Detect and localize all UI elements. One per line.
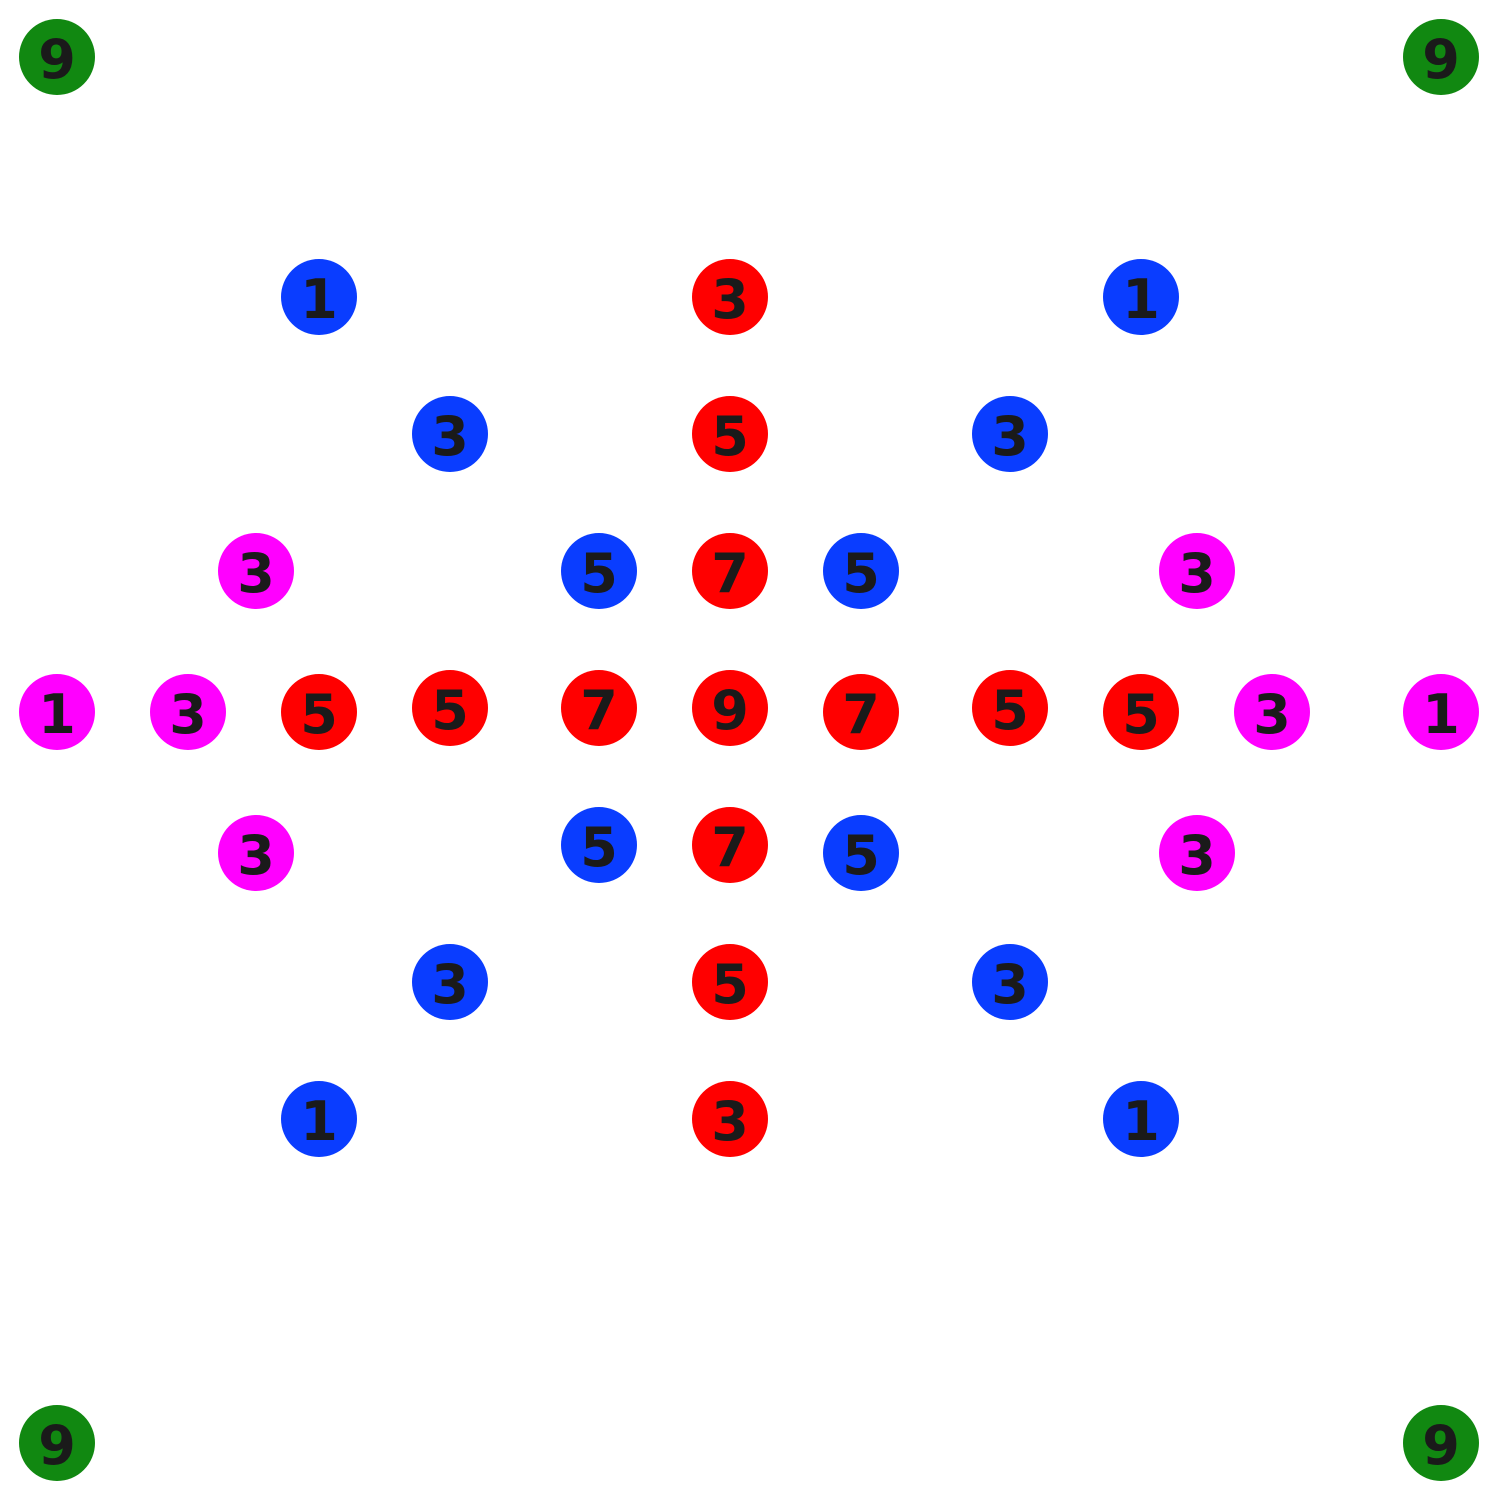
node-red-9: 9 <box>692 670 768 746</box>
node-blue-5: 5 <box>823 815 899 891</box>
node-red-5: 5 <box>412 670 488 746</box>
node-blue-5: 5 <box>823 533 899 609</box>
node-blue-1: 1 <box>1103 1081 1179 1157</box>
node-blue-3: 3 <box>412 944 488 1020</box>
node-red-7: 7 <box>692 533 768 609</box>
node-magenta-3: 3 <box>1234 674 1310 750</box>
node-magenta-3: 3 <box>1159 533 1235 609</box>
node-blue-3: 3 <box>972 396 1048 472</box>
node-red-5: 5 <box>1103 674 1179 750</box>
node-red-7: 7 <box>561 670 637 746</box>
node-magenta-1: 1 <box>1403 674 1479 750</box>
node-blue-5: 5 <box>561 533 637 609</box>
node-blue-3: 3 <box>972 944 1048 1020</box>
node-red-3: 3 <box>692 259 768 335</box>
node-green-9: 9 <box>19 1405 95 1481</box>
node-green-9: 9 <box>1403 1405 1479 1481</box>
node-magenta-3: 3 <box>218 533 294 609</box>
node-magenta-1: 1 <box>19 674 95 750</box>
node-blue-5: 5 <box>561 807 637 883</box>
node-magenta-3: 3 <box>150 674 226 750</box>
node-red-5: 5 <box>281 674 357 750</box>
node-red-5: 5 <box>692 944 768 1020</box>
node-green-9: 9 <box>1403 19 1479 95</box>
node-red-7: 7 <box>692 807 768 883</box>
node-green-9: 9 <box>19 19 95 95</box>
node-blue-1: 1 <box>1103 259 1179 335</box>
node-red-7: 7 <box>823 674 899 750</box>
node-blue-3: 3 <box>412 396 488 472</box>
node-red-5: 5 <box>972 670 1048 746</box>
node-blue-1: 1 <box>281 1081 357 1157</box>
node-red-5: 5 <box>692 396 768 472</box>
node-magenta-3: 3 <box>218 815 294 891</box>
node-magenta-3: 3 <box>1159 815 1235 891</box>
node-blue-1: 1 <box>281 259 357 335</box>
node-red-3: 3 <box>692 1081 768 1157</box>
